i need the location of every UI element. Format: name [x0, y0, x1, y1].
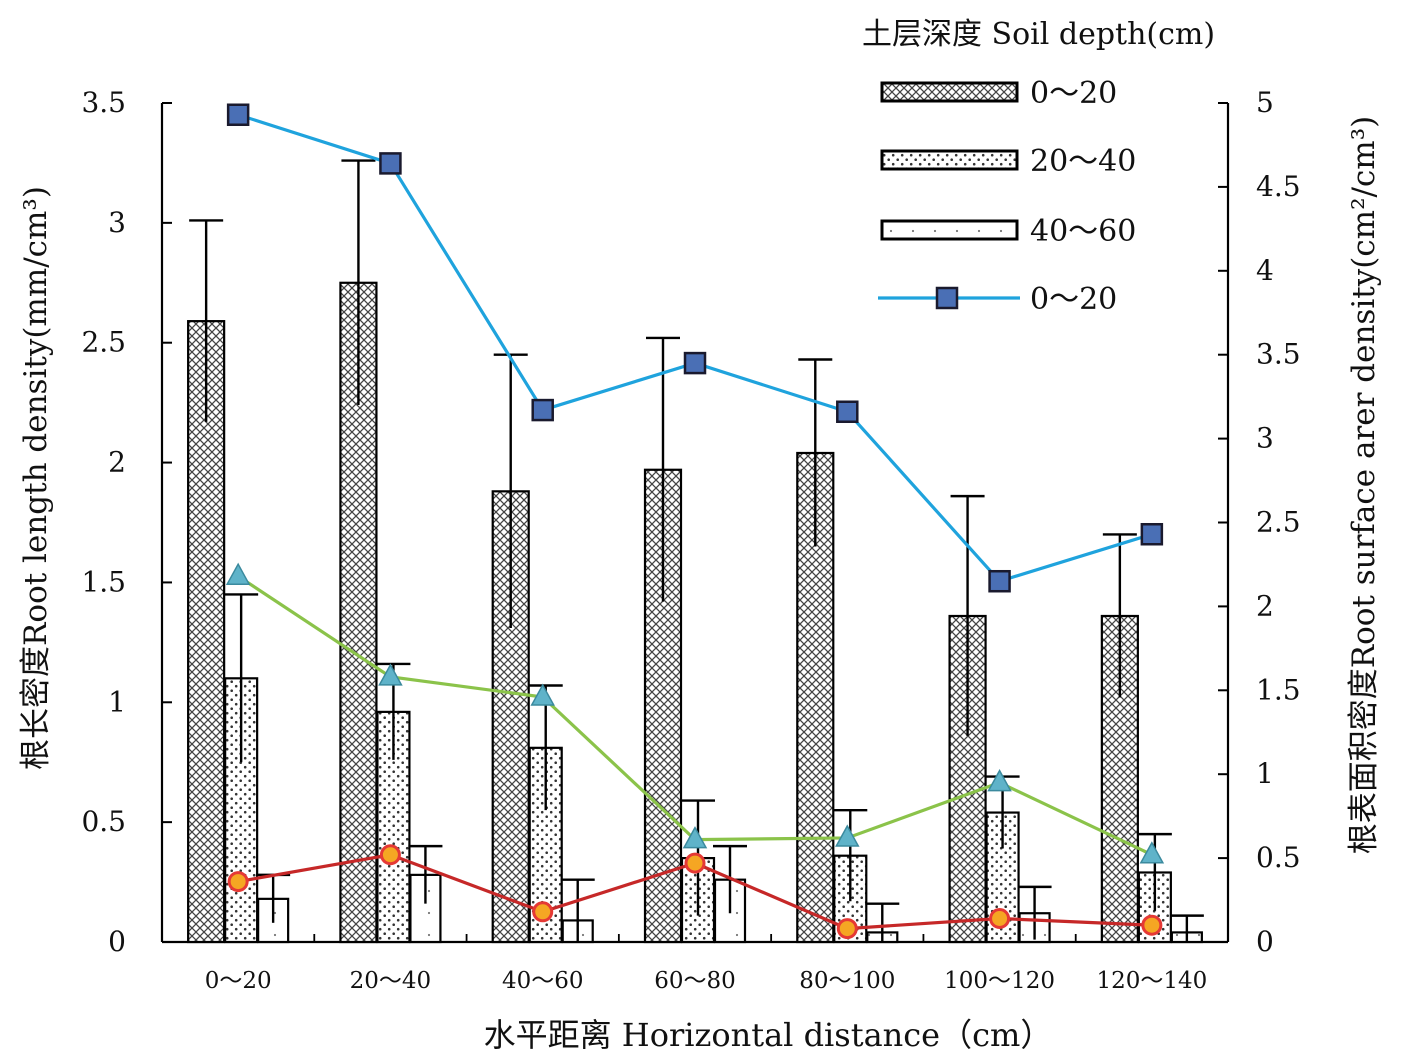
legend-label: 0～20: [1030, 282, 1117, 317]
line-point: [225, 562, 251, 585]
line-point: [836, 918, 858, 940]
line-point: [989, 908, 1011, 930]
line-point: [987, 769, 1012, 792]
bar: [409, 873, 442, 944]
y-right-tick-label: 2: [1256, 589, 1274, 622]
line-point: [226, 103, 250, 126]
line-point: [379, 152, 402, 175]
line-point: [1139, 841, 1165, 864]
x-tick-label: 80～100: [799, 968, 895, 994]
y-left-tick-label: 0: [108, 925, 126, 958]
line-point: [935, 286, 959, 310]
bar: [187, 320, 226, 944]
y-right-tick-label: 4.5: [1256, 170, 1301, 203]
y-axis-right-label: 根表面积密度Root surface arer density(cm²/cm³): [1346, 116, 1382, 854]
bar: [713, 878, 747, 944]
x-tick-label: 100～120: [944, 968, 1055, 994]
y-left-tick-label: 3: [108, 206, 126, 239]
y-right-tick-label: 3: [1256, 422, 1274, 455]
line-point: [836, 400, 859, 424]
x-tick-label: 0～20: [205, 968, 272, 994]
y-right-tick-label: 3.5: [1256, 338, 1301, 371]
line-point: [530, 683, 555, 706]
y-left-tick-label: 2.5: [81, 326, 126, 359]
y-left-tick-label: 3.5: [81, 86, 126, 119]
y-left-tick-label: 2: [108, 446, 126, 479]
x-tick-label: 40～60: [502, 968, 584, 994]
bars: [187, 159, 1204, 944]
line-point: [684, 852, 706, 874]
line-point: [1140, 522, 1164, 546]
line-point: [227, 871, 249, 893]
line-point: [682, 826, 708, 849]
legend-label: 0～20: [1030, 76, 1117, 111]
legend-swatch: [880, 219, 1019, 241]
line-series: [225, 103, 1165, 940]
line-point: [683, 351, 707, 375]
legend: 0～20 20～40 40～60 0～20: [878, 76, 1136, 317]
x-tick-label: 120～140: [1096, 968, 1207, 994]
legend-swatch: [880, 81, 1019, 103]
line-point: [379, 844, 401, 866]
y-right-tick-label: 1.5: [1256, 673, 1301, 706]
y-right-tick-label: 0: [1256, 925, 1274, 958]
legend-label: 20～40: [1030, 144, 1136, 179]
line-point: [988, 569, 1011, 593]
line-point: [835, 824, 860, 847]
y-axis-left-label: 根长密度Root length density(mm/cm³): [18, 186, 54, 770]
x-tick-label: 20～40: [350, 968, 432, 994]
x-axis-label: 水平距离 Horizontal distance（cm）: [484, 1016, 1053, 1054]
x-tick-label: 60～80: [654, 968, 736, 994]
y-right-tick-label: 0.5: [1256, 841, 1301, 874]
legend-title: 土层深度 Soil depth(cm): [862, 17, 1215, 52]
line-point: [531, 398, 554, 422]
legend-label: 40～60: [1030, 214, 1136, 249]
legend-swatch: [880, 149, 1019, 171]
y-right-tick-label: 2.5: [1256, 506, 1301, 539]
line-point: [532, 901, 554, 923]
axes: 0 0.5 1 1.5 2 2.5 3 3.5 0 0.5 1 1.5 2 2.5 3 3.5 4 4.5 5 0～2…: [81, 86, 1300, 994]
line-point: [1141, 914, 1163, 936]
y-right-tick-label: 5: [1256, 86, 1274, 119]
y-left-tick-label: 1.5: [81, 565, 126, 598]
y-right-tick-label: 1: [1256, 757, 1274, 790]
y-right-tick-label: 4: [1256, 254, 1274, 287]
line-point: [378, 663, 403, 686]
y-left-tick-label: 1: [108, 685, 126, 718]
y-left-tick-label: 0.5: [81, 805, 126, 838]
